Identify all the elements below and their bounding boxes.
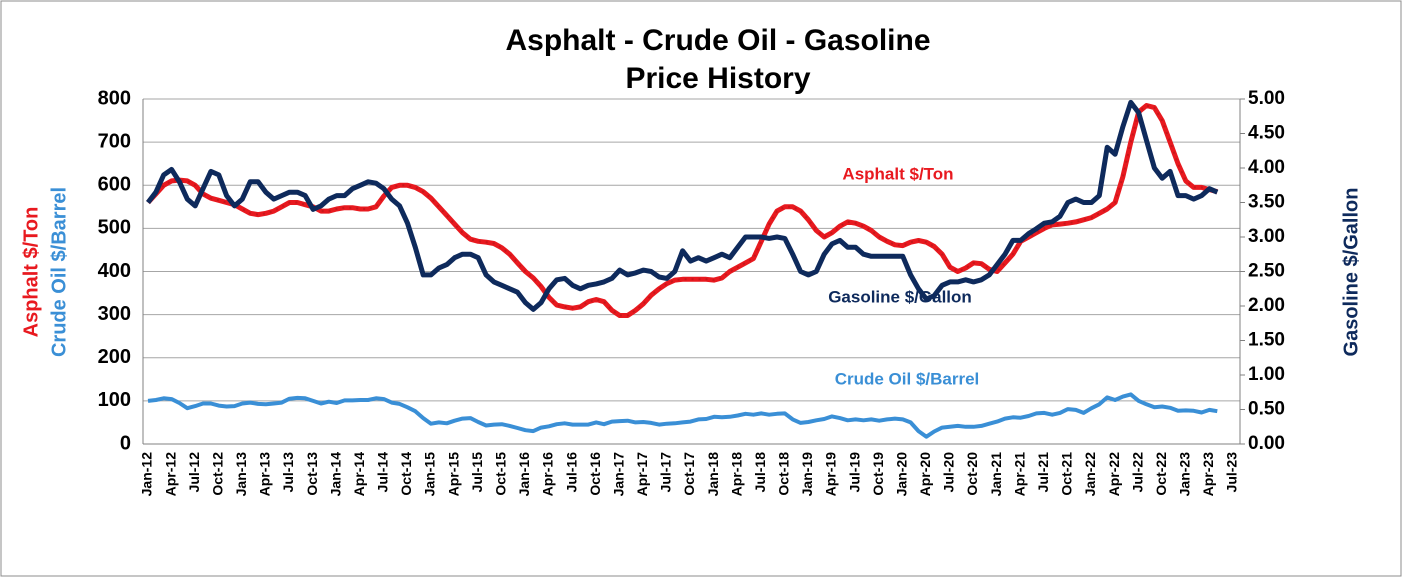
series-line: [147, 392, 1218, 439]
x-tick-label: Jan-12: [139, 452, 155, 497]
x-tick-label: Jan-13: [233, 452, 249, 497]
x-tick-label: Jan-22: [1082, 452, 1098, 497]
x-tick-label: Apr-17: [634, 452, 650, 497]
x-tick-label: Oct-13: [304, 452, 320, 496]
x-tick-label: Apr-16: [540, 452, 556, 497]
y2-axis-label: Gasoline $/Gallon: [1340, 188, 1362, 357]
y2-tick-label: 0.00: [1248, 433, 1285, 454]
y2-tick-label: 4.00: [1248, 157, 1285, 178]
x-tick-label: Jan-20: [893, 452, 909, 497]
x-tick-label: Apr-22: [1106, 452, 1122, 497]
x-tick-label: Apr-13: [257, 452, 273, 497]
x-tick-label: Oct-19: [870, 452, 886, 496]
x-tick-label: Jul-18: [752, 452, 768, 493]
y-tick-label: 400: [98, 260, 131, 282]
y-tick-label: 100: [98, 389, 131, 411]
x-tick-label: Jul-19: [846, 452, 862, 493]
x-tick-label: Oct-21: [1059, 452, 1075, 496]
y-tick-label: 600: [98, 174, 131, 196]
series-line: [146, 99, 1219, 312]
y-tick-label: 300: [98, 303, 131, 325]
x-tick-label: Jan-17: [610, 452, 626, 497]
y-tick-label: 500: [98, 217, 131, 239]
y-tick-label: 800: [98, 87, 131, 109]
x-tick-label: Oct-12: [209, 452, 225, 496]
x-tick-label: Jul-22: [1129, 452, 1145, 493]
y2-tick-label: 0.50: [1248, 399, 1285, 420]
y2-tick-label: 1.50: [1248, 330, 1285, 351]
x-tick-label: Jan-16: [516, 452, 532, 497]
y2-tick-label: 3.00: [1248, 226, 1285, 247]
series-label: Crude Oil $/Barrel: [835, 369, 980, 388]
x-tick-label: Apr-20: [917, 452, 933, 497]
y-axis-label: Asphalt $/Ton: [20, 207, 42, 338]
y2-tick-label: 2.50: [1248, 261, 1285, 282]
x-tick-label: Jul-16: [563, 452, 579, 493]
y2-tick-label: 1.00: [1248, 364, 1285, 385]
x-tick-label: Jul-15: [469, 452, 485, 493]
y-tick-label: 700: [98, 130, 131, 152]
x-tick-label: Oct-14: [398, 452, 414, 496]
x-tick-label: Oct-18: [776, 452, 792, 496]
x-tick-label: Jan-19: [799, 452, 815, 497]
x-tick-label: Jul-14: [375, 452, 391, 493]
y-tick-label: 0: [120, 432, 131, 454]
chart-title: Asphalt - Crude Oil - Gasoline: [505, 24, 930, 57]
x-tick-label: Oct-17: [681, 452, 697, 496]
x-tick-label: Oct-16: [587, 452, 603, 496]
x-tick-label: Jul-20: [941, 452, 957, 493]
x-tick-label: Apr-18: [728, 452, 744, 497]
x-tick-label: Jan-23: [1177, 452, 1193, 497]
x-tick-label: Oct-22: [1153, 452, 1169, 496]
x-tick-label: Jul-21: [1035, 452, 1051, 493]
x-tick-label: Oct-15: [493, 452, 509, 496]
x-tick-label: Apr-12: [162, 452, 178, 497]
x-tick-label: Jan-21: [988, 452, 1004, 497]
x-tick-label: Apr-14: [351, 452, 367, 497]
x-tick-label: Apr-15: [445, 452, 461, 497]
x-tick-label: Apr-23: [1200, 452, 1216, 497]
x-tick-label: Jan-18: [705, 452, 721, 497]
x-tick-label: Oct-20: [964, 452, 980, 496]
x-tick-label: Jan-14: [327, 452, 343, 497]
series-label: Gasoline $/Gallon: [828, 287, 972, 306]
y2-tick-label: 4.50: [1248, 123, 1285, 144]
y-axis-label: Crude Oil $/Barrel: [48, 187, 70, 357]
x-tick-label: Apr-21: [1011, 452, 1027, 497]
chart-title: Price History: [625, 62, 810, 95]
x-tick-label: Jul-12: [186, 452, 202, 493]
x-tick-label: Jul-17: [658, 452, 674, 493]
y2-tick-label: 3.50: [1248, 192, 1285, 213]
x-tick-label: Jul-13: [280, 452, 296, 493]
x-tick-label: Apr-19: [823, 452, 839, 497]
x-tick-label: Jul-23: [1224, 452, 1240, 493]
y2-tick-label: 5.00: [1248, 88, 1285, 109]
series-label: Asphalt $/Ton: [842, 164, 953, 183]
x-tick-label: Jan-15: [422, 452, 438, 497]
y2-tick-label: 2.00: [1248, 295, 1285, 316]
y-tick-label: 200: [98, 346, 131, 368]
series-line-dots: [147, 104, 1218, 317]
